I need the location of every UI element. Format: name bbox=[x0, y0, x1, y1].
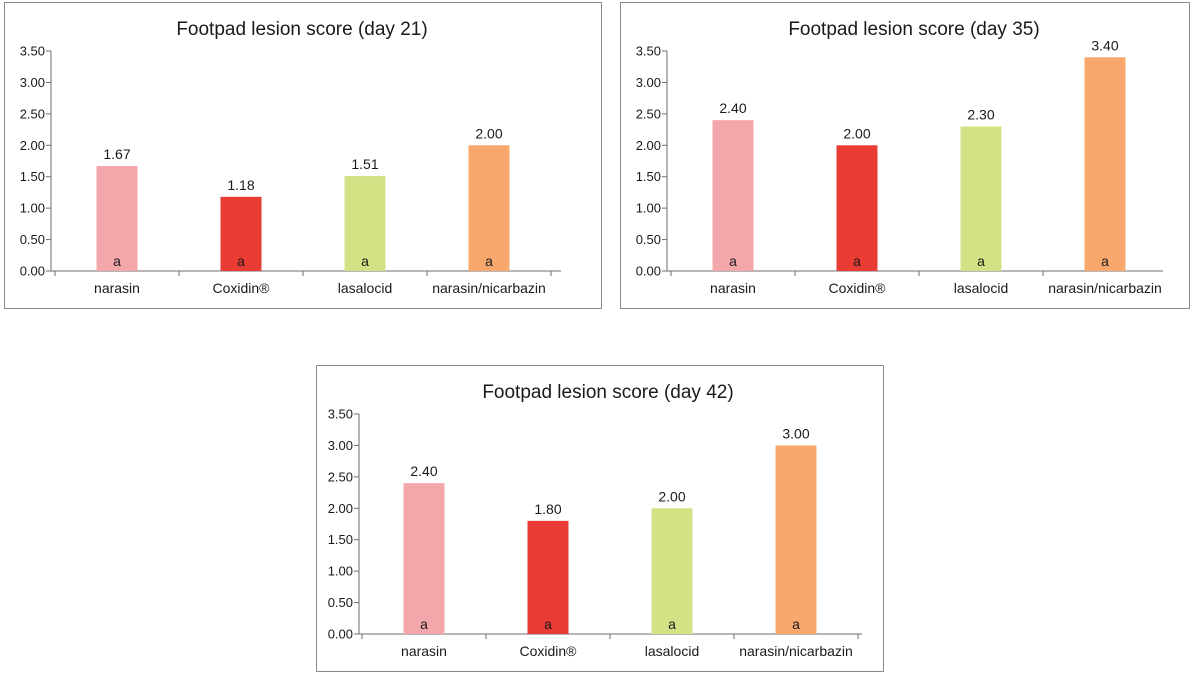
data-label: 2.40 bbox=[410, 463, 437, 479]
bar bbox=[96, 166, 138, 271]
y-tick-label: 3.50 bbox=[328, 407, 353, 422]
bar-chart-svg: Footpad lesion score (day 35) 0.00 0.50 1.0… bbox=[636, 19, 1163, 296]
bar bbox=[712, 120, 754, 272]
bar bbox=[836, 145, 878, 271]
data-label: 1.67 bbox=[103, 146, 130, 162]
bar bbox=[775, 445, 817, 634]
data-label: 1.18 bbox=[227, 177, 254, 193]
bar bbox=[403, 483, 445, 634]
y-tick-label: 0.50 bbox=[20, 232, 45, 247]
x-tick-label: Coxidin® bbox=[519, 643, 577, 659]
bar bbox=[468, 145, 510, 271]
y-tick-label: 3.00 bbox=[20, 75, 45, 90]
bar bbox=[527, 520, 569, 634]
bar-chart-svg: Footpad lesion score (day 42) 0.00 0.50 1.0… bbox=[328, 382, 862, 659]
chart-title: Footpad lesion score (day 21) bbox=[176, 19, 427, 40]
x-tick-label: narasin bbox=[710, 280, 756, 296]
significance-letter: a bbox=[668, 616, 676, 632]
significance-letter: a bbox=[977, 253, 985, 269]
chart-panel-day-35: Footpad lesion score (day 35) 0.00 0.50 1.0… bbox=[620, 2, 1190, 309]
y-tick-label: 0.00 bbox=[636, 264, 661, 279]
significance-letter: a bbox=[237, 253, 245, 269]
bar bbox=[960, 126, 1002, 271]
y-tick-label: 1.00 bbox=[636, 201, 661, 216]
chart-panel-day-21: Footpad lesion score (day 21) 0.00 0.50 1.0… bbox=[4, 2, 602, 309]
y-tick-label: 1.50 bbox=[636, 169, 661, 184]
significance-letter: a bbox=[792, 616, 800, 632]
data-label: 2.30 bbox=[967, 106, 994, 122]
y-tick-label: 1.50 bbox=[328, 532, 353, 547]
y-tick-label: 3.00 bbox=[328, 438, 353, 453]
data-label: 3.40 bbox=[1091, 37, 1118, 53]
chart-title: Footpad lesion score (day 42) bbox=[482, 382, 733, 403]
bar bbox=[344, 176, 386, 271]
significance-letter: a bbox=[544, 616, 552, 632]
data-label: 3.00 bbox=[782, 425, 809, 441]
y-tick-label: 2.50 bbox=[328, 469, 353, 484]
significance-letter: a bbox=[1101, 253, 1109, 269]
y-tick-label: 1.50 bbox=[20, 169, 45, 184]
significance-letter: a bbox=[113, 253, 121, 269]
significance-letter: a bbox=[485, 253, 493, 269]
chart-title: Footpad lesion score (day 35) bbox=[788, 19, 1039, 40]
y-tick-label: 2.50 bbox=[20, 106, 45, 121]
x-tick-label: lasalocid bbox=[338, 280, 392, 296]
data-label: 1.80 bbox=[534, 501, 561, 517]
significance-letter: a bbox=[729, 253, 737, 269]
x-tick-label: lasalocid bbox=[645, 643, 699, 659]
x-tick-label: narasin/nicarbazin bbox=[1048, 280, 1162, 296]
y-tick-label: 2.50 bbox=[636, 106, 661, 121]
chart-panel-day-42: Footpad lesion score (day 42) 0.00 0.50 1.0… bbox=[316, 365, 884, 672]
y-tick-label: 0.50 bbox=[328, 595, 353, 610]
y-tick-label: 2.00 bbox=[328, 501, 353, 516]
significance-letter: a bbox=[853, 253, 861, 269]
bar bbox=[220, 196, 262, 271]
significance-letter: a bbox=[420, 616, 428, 632]
x-tick-label: lasalocid bbox=[954, 280, 1008, 296]
y-tick-label: 3.00 bbox=[636, 75, 661, 90]
data-label: 2.00 bbox=[658, 488, 685, 504]
y-tick-label: 2.00 bbox=[636, 138, 661, 153]
significance-letter: a bbox=[361, 253, 369, 269]
x-tick-label: narasin/nicarbazin bbox=[739, 643, 853, 659]
x-tick-label: narasin bbox=[401, 643, 447, 659]
bar bbox=[1084, 57, 1126, 272]
y-tick-label: 2.00 bbox=[20, 138, 45, 153]
x-tick-label: Coxidin® bbox=[212, 280, 270, 296]
y-tick-label: 0.50 bbox=[636, 232, 661, 247]
y-tick-label: 1.00 bbox=[20, 201, 45, 216]
x-tick-label: narasin/nicarbazin bbox=[432, 280, 546, 296]
y-tick-label: 1.00 bbox=[328, 564, 353, 579]
data-label: 1.51 bbox=[351, 156, 378, 172]
x-tick-label: narasin bbox=[94, 280, 140, 296]
y-tick-label: 0.00 bbox=[20, 264, 45, 279]
data-label: 2.00 bbox=[843, 125, 870, 141]
data-label: 2.40 bbox=[719, 100, 746, 116]
bar-chart-svg: Footpad lesion score (day 21) 0.00 0.50 1.0… bbox=[20, 19, 561, 296]
y-tick-label: 3.50 bbox=[636, 44, 661, 59]
data-label: 2.00 bbox=[475, 125, 502, 141]
y-tick-label: 3.50 bbox=[20, 44, 45, 59]
bar bbox=[651, 508, 693, 634]
x-tick-label: Coxidin® bbox=[828, 280, 886, 296]
y-tick-label: 0.00 bbox=[328, 627, 353, 642]
